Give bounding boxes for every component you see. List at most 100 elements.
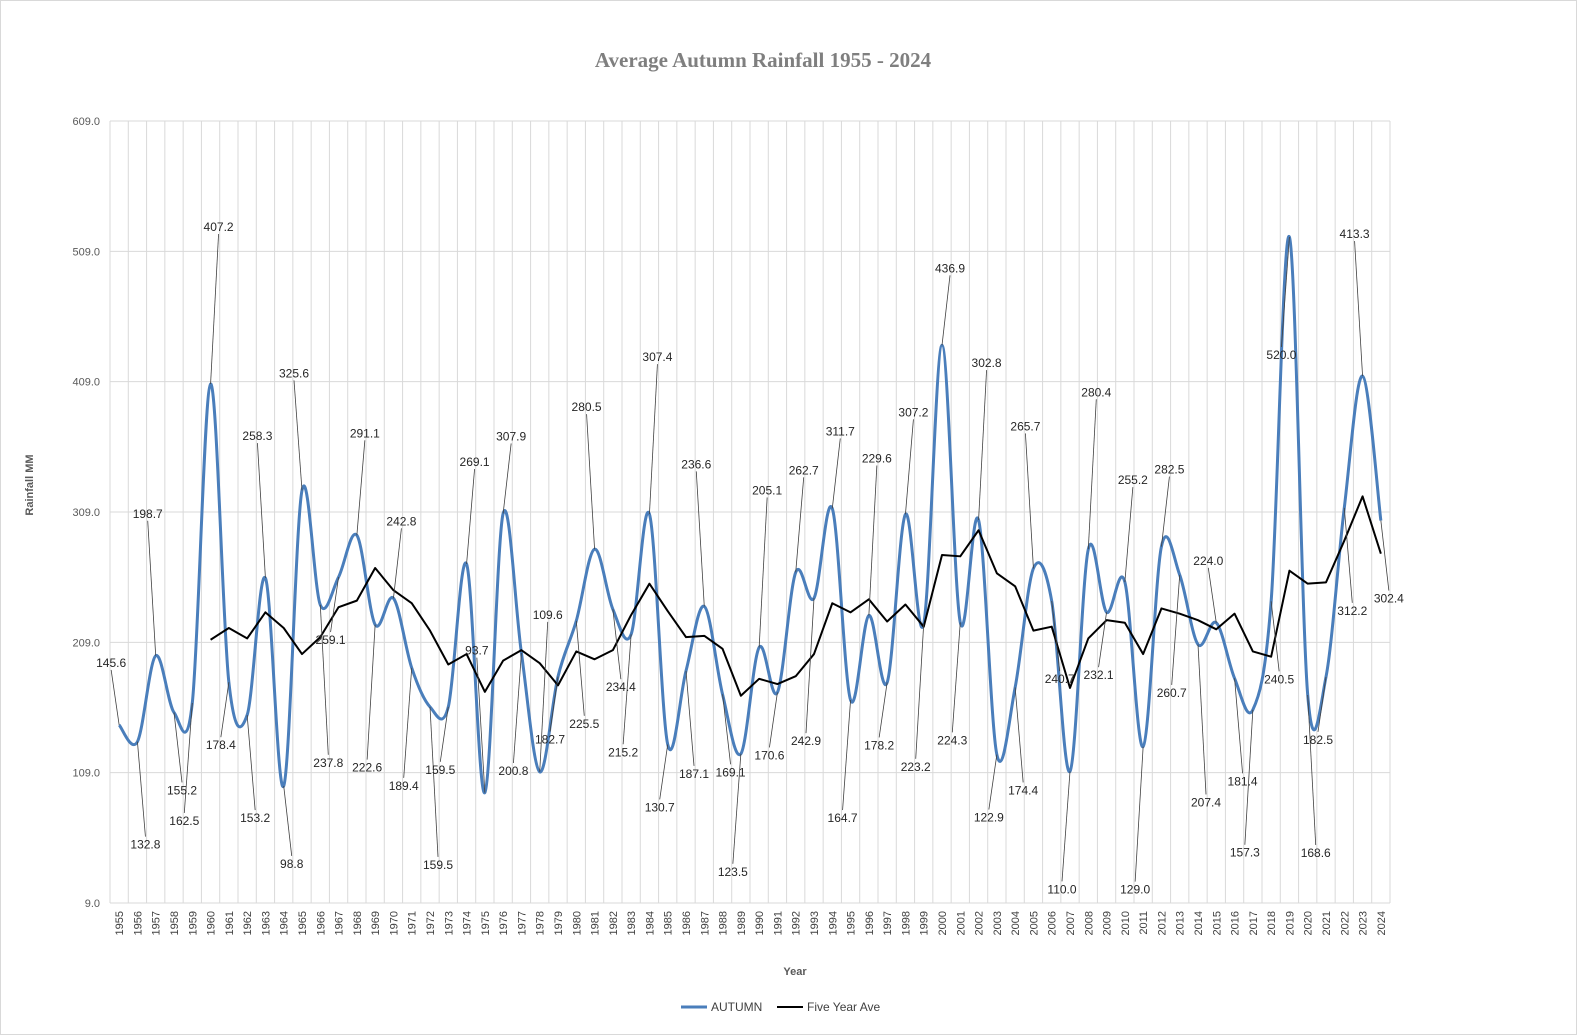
data-label: 269.1 bbox=[460, 455, 490, 469]
data-labels: 145.6 132.8 198.7 155.2 162.5 407.2 178.4 153.2… bbox=[96, 220, 1404, 897]
data-label-leader bbox=[173, 712, 183, 783]
data-label: 159.5 bbox=[423, 858, 453, 872]
data-label-leader bbox=[795, 477, 805, 573]
data-label-leader bbox=[951, 622, 961, 733]
data-label: 240.7 bbox=[1045, 672, 1075, 686]
x-tick-label: 2019 bbox=[1284, 911, 1296, 935]
data-label-leader bbox=[439, 706, 449, 762]
x-tick-label: 1993 bbox=[809, 911, 821, 935]
data-label: 225.5 bbox=[569, 717, 599, 731]
data-label: 312.2 bbox=[1337, 604, 1367, 618]
data-label-leader bbox=[513, 652, 522, 764]
data-label-leader bbox=[685, 670, 695, 766]
data-label: 237.8 bbox=[313, 756, 343, 770]
x-tick-label: 1988 bbox=[718, 911, 730, 935]
x-tick-label: 1999 bbox=[919, 911, 931, 935]
data-label: 169.1 bbox=[716, 765, 746, 779]
data-label-leader bbox=[941, 275, 951, 346]
x-tick-label: 2012 bbox=[1156, 911, 1168, 935]
y-tick-label: 109.0 bbox=[72, 768, 100, 780]
data-label-leader bbox=[183, 702, 193, 813]
data-label: 200.8 bbox=[498, 764, 528, 778]
data-label: 265.7 bbox=[1010, 419, 1040, 433]
x-tick-label: 2003 bbox=[992, 911, 1004, 935]
y-axis-title: Rainfall MM bbox=[24, 454, 36, 515]
data-label: 123.5 bbox=[718, 865, 748, 879]
data-label: 407.2 bbox=[204, 220, 234, 234]
data-label: 109.6 bbox=[533, 608, 563, 622]
data-label: 182.7 bbox=[535, 733, 565, 747]
legend-autumn-label: AUTUMN bbox=[711, 1000, 762, 1014]
x-tick-label: 1962 bbox=[242, 911, 254, 935]
data-label-leader bbox=[769, 692, 778, 748]
data-label-leader bbox=[1014, 687, 1024, 783]
x-tick-label: 2020 bbox=[1303, 911, 1315, 935]
x-tick-label: 2016 bbox=[1230, 911, 1242, 935]
data-label: 232.1 bbox=[1084, 668, 1114, 682]
data-label: 157.3 bbox=[1230, 846, 1260, 860]
data-label-leader bbox=[1307, 694, 1317, 846]
x-tick-label: 1986 bbox=[681, 911, 693, 935]
data-label-leader bbox=[466, 468, 475, 565]
x-tick-label: 1960 bbox=[206, 911, 218, 935]
data-label: 170.6 bbox=[754, 748, 784, 762]
data-label-leader bbox=[210, 233, 219, 385]
x-tick-label: 1997 bbox=[882, 911, 894, 935]
x-tick-label: 2008 bbox=[1083, 911, 1095, 935]
x-tick-label: 1987 bbox=[699, 911, 711, 935]
data-label-leader bbox=[868, 465, 878, 616]
data-label: 302.8 bbox=[972, 356, 1002, 370]
x-tick-label: 2015 bbox=[1211, 911, 1223, 935]
data-label: 215.2 bbox=[608, 745, 638, 759]
data-label-leader bbox=[842, 700, 851, 811]
data-label-leader bbox=[805, 598, 815, 734]
data-label: 164.7 bbox=[828, 811, 858, 825]
data-label: 255.2 bbox=[1118, 473, 1148, 487]
data-label: 189.4 bbox=[389, 779, 419, 793]
x-tick-label: 1959 bbox=[187, 911, 199, 935]
data-label-leader bbox=[1051, 600, 1061, 672]
x-tick-label: 2004 bbox=[1010, 911, 1022, 935]
x-tick-label: 2024 bbox=[1376, 911, 1388, 935]
data-label: 155.2 bbox=[167, 783, 197, 797]
x-tick-label: 2005 bbox=[1028, 911, 1040, 935]
x-tick-label: 1994 bbox=[827, 911, 839, 935]
x-tick-label: 1985 bbox=[663, 911, 675, 935]
x-tick-label: 2000 bbox=[937, 911, 949, 935]
x-tick-label: 2023 bbox=[1358, 911, 1370, 935]
data-label: 240.5 bbox=[1264, 672, 1294, 686]
data-label-leader bbox=[1025, 433, 1034, 569]
data-label: 282.5 bbox=[1154, 463, 1184, 477]
x-tick-label: 1958 bbox=[169, 911, 181, 935]
data-label-leader bbox=[539, 621, 549, 772]
data-label: 311.7 bbox=[826, 424, 855, 438]
y-tick-label: 409.0 bbox=[72, 377, 100, 389]
data-label: 129.0 bbox=[1120, 883, 1150, 897]
data-label: 223.2 bbox=[901, 760, 931, 774]
legend-five-year-label: Five Year Ave bbox=[807, 1000, 880, 1014]
x-axis-title: Year bbox=[783, 966, 807, 978]
data-label-leader bbox=[549, 676, 559, 732]
x-tick-label: 1975 bbox=[480, 911, 492, 935]
data-label: 178.2 bbox=[864, 738, 894, 752]
x-tick-label: 1973 bbox=[443, 911, 455, 935]
x-tick-label: 1989 bbox=[736, 911, 748, 935]
data-label-leader bbox=[988, 754, 998, 810]
data-label: 153.2 bbox=[240, 811, 270, 825]
data-label-leader bbox=[575, 620, 585, 716]
data-label-leader bbox=[220, 682, 230, 738]
data-label: 132.8 bbox=[130, 838, 160, 852]
x-tick-label: 2010 bbox=[1120, 911, 1132, 935]
data-label: 280.4 bbox=[1081, 385, 1111, 399]
x-tick-label: 2007 bbox=[1065, 911, 1077, 935]
x-tick-label: 1968 bbox=[352, 911, 364, 935]
x-tick-label: 2014 bbox=[1193, 911, 1205, 935]
data-label: 198.7 bbox=[133, 507, 163, 521]
data-label-leader bbox=[1207, 567, 1217, 623]
data-label-leader bbox=[978, 370, 987, 521]
x-axis-ticks: 1955 1956 1957 1958 1959 1960 1961 1962 1963 1964… bbox=[114, 911, 1388, 935]
data-label-leader bbox=[476, 657, 486, 793]
data-label: 307.2 bbox=[898, 405, 928, 419]
data-label: 205.1 bbox=[752, 483, 782, 497]
